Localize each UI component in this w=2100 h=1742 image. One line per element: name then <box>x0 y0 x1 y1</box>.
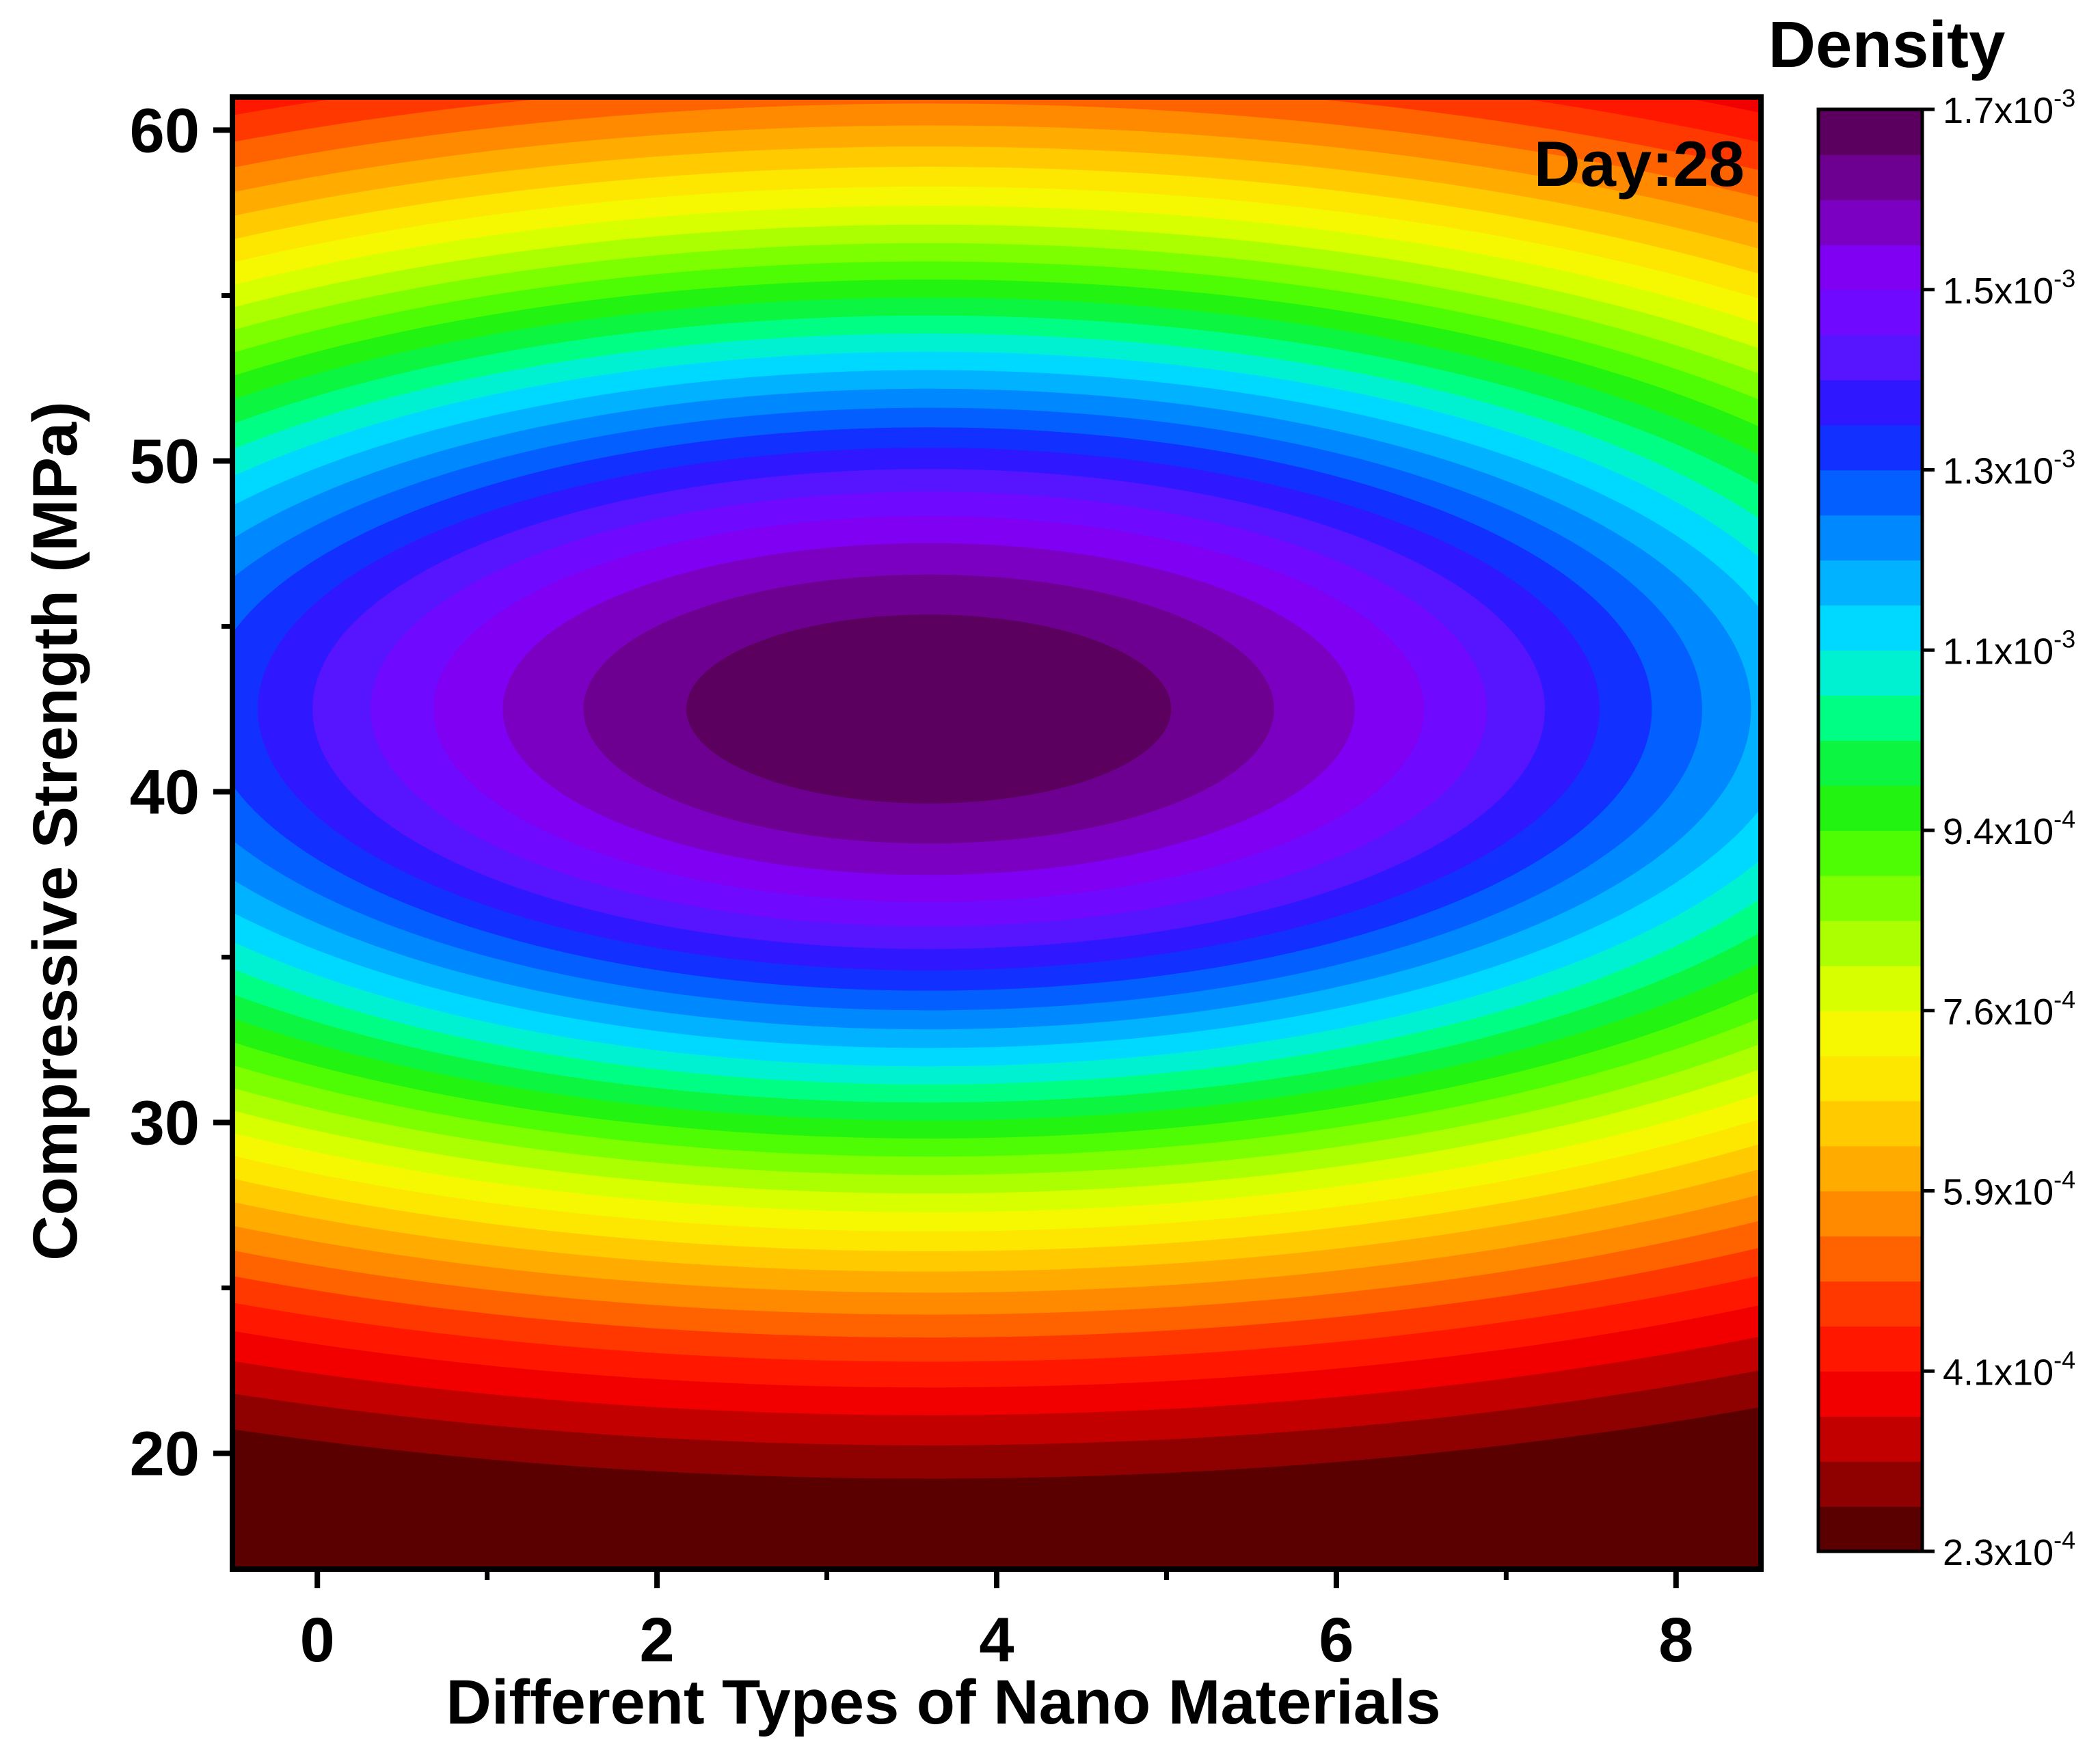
colorbar-tick-label: 4.1x10-4 <box>1943 1346 2075 1393</box>
colorbar-segment <box>1818 1281 1922 1327</box>
colorbar-segment <box>1818 199 1922 245</box>
x-tick-label: 0 <box>300 1605 335 1675</box>
x-tick-label: 8 <box>1658 1605 1693 1675</box>
colorbar-tick-label: 1.5x10-3 <box>1943 264 2075 312</box>
day-annotation: Day:28 <box>1534 128 1745 200</box>
x-axis-title: Different Types of Nano Materials <box>446 1668 1440 1737</box>
colorbar-segment <box>1818 965 1922 1011</box>
colorbar-segment <box>1818 469 1922 516</box>
y-tick-label: 30 <box>130 1089 200 1158</box>
colorbar-segment <box>1818 424 1922 471</box>
x-tick-label: 4 <box>979 1605 1014 1675</box>
colorbar-tick-label: 1.1x10-3 <box>1943 625 2075 672</box>
colorbar-segment <box>1818 650 1922 696</box>
colorbar-segment <box>1818 1236 1922 1282</box>
y-tick-label: 60 <box>130 96 200 165</box>
colorbar-tick-label: 1.3x10-3 <box>1943 445 2075 492</box>
colorbar-segment <box>1818 560 1922 606</box>
colorbar-segment <box>1818 379 1922 426</box>
colorbar-tick-label: 5.9x10-4 <box>1943 1166 2075 1213</box>
colorbar-segment <box>1818 1461 1922 1507</box>
colorbar-segment <box>1818 109 1922 155</box>
colorbar-segment <box>1818 1055 1922 1102</box>
colorbar-segment <box>1818 244 1922 290</box>
colorbar-segment <box>1818 1010 1922 1057</box>
y-tick-label: 40 <box>130 757 200 827</box>
plot-area <box>232 97 1761 1569</box>
contour-band-31 <box>686 614 1172 804</box>
colorbar-tick-label: 2.3x10-4 <box>1943 1526 2075 1573</box>
colorbar-segment <box>1818 920 1922 966</box>
colorbar-segment <box>1818 1371 1922 1417</box>
colorbar-title: Density <box>1768 8 2006 81</box>
colorbar-segment <box>1818 785 1922 831</box>
colorbar-segment <box>1818 289 1922 336</box>
colorbar-segment <box>1818 1416 1922 1462</box>
colorbar: 2.3x10-4 4.1x10-4 5.9x10-4 7.6x10-4 9.4x10-4… <box>1816 84 2075 1573</box>
y-tick-label: 20 <box>130 1419 200 1489</box>
colorbar-segment <box>1818 605 1922 651</box>
colorbar-segment <box>1818 515 1922 561</box>
colorbar-segment <box>1818 1190 1922 1237</box>
x-tick-label: 6 <box>1319 1605 1354 1675</box>
colorbar-segment <box>1818 875 1922 921</box>
x-axis: 0 2 4 6 8 <box>300 1569 1693 1675</box>
y-tick-label: 50 <box>130 426 200 496</box>
y-axis-title: Compressive Strength (MPa) <box>21 401 90 1261</box>
colorbar-segment <box>1818 154 1922 200</box>
colorbar-tick-label: 7.6x10-4 <box>1943 985 2075 1033</box>
colorbar-segment <box>1818 1506 1922 1552</box>
colorbar-segment <box>1818 334 1922 381</box>
y-axis: 20 30 40 50 60 <box>130 96 232 1489</box>
colorbar-tick-label: 9.4x10-4 <box>1943 805 2075 852</box>
colorbar-segment <box>1818 740 1922 786</box>
colorbar-tick-label: 1.7x10-3 <box>1943 84 2075 131</box>
colorbar-segment <box>1818 1100 1922 1147</box>
x-tick-label: 2 <box>640 1605 675 1675</box>
colorbar-segment <box>1818 1326 1922 1372</box>
colorbar-segment <box>1818 695 1922 741</box>
colorbar-segment <box>1818 1145 1922 1192</box>
colorbar-segment <box>1818 830 1922 876</box>
